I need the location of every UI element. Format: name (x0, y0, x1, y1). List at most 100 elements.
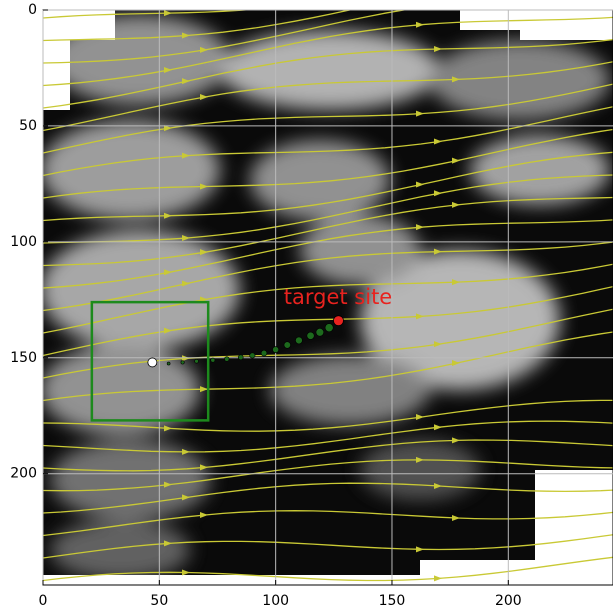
stream-arrow (434, 424, 442, 431)
stream-arrow (416, 414, 424, 421)
streamline (43, 61, 613, 132)
path-point (224, 356, 230, 362)
path-point (295, 336, 303, 345)
stream-arrow (452, 437, 460, 444)
streamline (43, 128, 613, 199)
streamline (43, 556, 613, 582)
streamline (43, 420, 613, 453)
stream-arrow (416, 181, 424, 188)
stream-arrow (452, 279, 460, 286)
stream-arrow (164, 540, 172, 547)
stream-arrow (182, 280, 190, 287)
streamline (43, 482, 613, 514)
stream-arrow (182, 569, 190, 576)
stream-arrow (182, 32, 190, 39)
stream-arrow (182, 448, 190, 455)
stream-arrow (416, 224, 424, 231)
streamline (43, 219, 613, 289)
stream-arrow (200, 464, 208, 471)
path-point (306, 331, 315, 340)
stream-arrow (200, 249, 208, 256)
start-point (147, 357, 158, 368)
stream-arrow (434, 483, 442, 490)
stream-arrow (182, 78, 190, 85)
path-point (166, 361, 171, 366)
stream-arrow (434, 575, 442, 582)
stream-arrow (416, 546, 424, 553)
path-point (283, 341, 291, 349)
streamline (43, 10, 408, 64)
path-point (180, 360, 185, 365)
streamline (43, 10, 253, 19)
stream-arrow (434, 341, 442, 348)
stream-arrow (434, 248, 442, 255)
image (43, 0, 613, 585)
stream-arrow (164, 125, 172, 132)
stream-arrow (416, 110, 424, 117)
stream-arrow (200, 93, 208, 100)
streamline (43, 10, 353, 42)
stream-arrow (164, 327, 172, 334)
path-point (210, 357, 216, 363)
streamline (43, 174, 613, 244)
stream-arrow (200, 183, 208, 190)
stream-arrow (416, 456, 424, 463)
stream-arrow (200, 511, 208, 518)
x-tick-label: 200 (495, 593, 522, 609)
path-point (194, 359, 199, 364)
stream-arrow (182, 494, 190, 501)
streamline (43, 308, 613, 379)
stream-arrow (182, 355, 190, 362)
x-tick-label: 100 (262, 593, 289, 609)
stream-arrow (452, 514, 460, 521)
stream-arrow (416, 313, 424, 320)
stream-arrow (452, 0, 460, 5)
path-point (272, 346, 280, 354)
streamline (43, 241, 613, 312)
streamline (43, 439, 613, 472)
x-tick-label: 150 (379, 593, 406, 609)
y-tick-label: 50 (19, 118, 37, 134)
path-point (249, 352, 256, 359)
x-tick-label: 50 (150, 593, 168, 609)
stream-arrow (164, 10, 172, 17)
stream-arrow (434, 46, 442, 53)
streamline (43, 151, 613, 222)
stream-arrow (434, 138, 442, 145)
target-point (333, 315, 344, 327)
stream-arrow (164, 481, 172, 488)
streamline (43, 459, 613, 492)
streamline (43, 83, 613, 154)
stream-arrow (164, 66, 172, 73)
stream-arrow (164, 212, 172, 219)
streamline (43, 263, 613, 334)
annotation: target site (284, 285, 392, 309)
streamline (43, 510, 613, 537)
path-point (260, 349, 268, 357)
stream-arrow (434, 190, 442, 197)
stream-arrow (452, 157, 460, 164)
x-tick-label: 0 (39, 593, 48, 609)
stream-arrow (182, 234, 190, 241)
streamline (43, 38, 613, 109)
stream-arrow (452, 201, 460, 208)
stream-arrow (182, 152, 190, 159)
path-point (315, 328, 325, 337)
streamline (43, 331, 613, 402)
path-point (324, 323, 334, 333)
y-tick-label: 0 (28, 2, 37, 18)
y-tick-label: 150 (10, 350, 37, 366)
stream-arrow (200, 386, 208, 393)
path-point (237, 354, 244, 361)
streamline (43, 196, 613, 267)
streamline (43, 534, 613, 559)
streamline (43, 16, 613, 87)
y-tick-label: 100 (10, 234, 37, 250)
streamline (43, 399, 613, 432)
region-box (90, 300, 210, 422)
stream-arrow (200, 46, 208, 53)
stream-arrow (416, 21, 424, 28)
stream-arrow (452, 76, 460, 83)
y-tick-label: 200 (10, 466, 37, 482)
